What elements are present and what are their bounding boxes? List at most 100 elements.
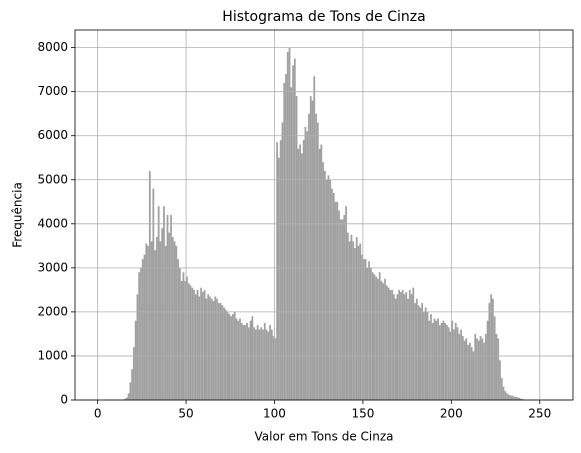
bar [332,192,335,400]
bar [438,325,441,400]
bar [507,394,510,400]
bar [308,113,310,400]
bar [492,298,494,400]
plot-frame [74,29,574,401]
bar [375,276,378,400]
bar [483,342,485,400]
bar [283,82,286,400]
bar [286,52,289,401]
bar [506,393,508,400]
bar [281,122,284,400]
bar [180,281,183,400]
bar [345,206,347,400]
bar [389,289,392,400]
bar [262,329,264,400]
bar [385,285,388,400]
bar [124,398,126,400]
bar [163,206,165,400]
bar [516,397,519,400]
y-tick-label: 2000 [37,304,68,318]
bar [514,396,517,400]
bar [131,369,134,400]
bar [171,237,174,400]
bar [217,303,220,400]
bar [481,338,484,400]
bar [196,289,199,400]
bar [260,327,263,400]
bar [391,289,393,400]
bar [159,241,162,400]
bar [209,296,211,400]
bar [440,322,443,400]
bar [263,322,266,400]
y-axis-label: Frequência [11,182,25,248]
bar [237,320,240,400]
bar [155,237,158,400]
bar [361,254,363,400]
bar [299,144,302,400]
y-tick-label: 5000 [37,172,68,186]
bar [168,232,171,400]
bar [368,261,370,400]
bar [170,215,172,400]
bar [486,320,489,400]
bar [311,100,314,400]
bar [476,338,478,400]
bar [175,245,178,400]
bar [499,360,501,400]
bar [320,144,323,400]
bar [437,318,439,400]
bar [461,336,464,400]
bar [401,289,404,400]
bar [177,259,179,400]
bar [240,322,243,400]
bar [285,74,287,401]
x-tick-label: 100 [263,407,286,421]
bar [201,292,204,400]
bar [301,153,303,400]
bar [495,333,498,400]
bar [417,305,420,400]
bar [465,338,468,400]
bar [189,285,192,400]
y-tick-label: 7000 [37,84,68,98]
bar [184,281,187,400]
y-tick-label: 1000 [37,348,68,362]
bar [205,298,208,400]
bar [350,234,353,400]
bar [490,294,493,400]
bar [256,325,259,400]
bar [232,314,234,400]
bar [249,320,252,400]
bar [129,382,132,400]
bar [145,243,148,400]
bar [247,327,250,400]
bar [191,287,194,400]
bar [331,188,333,400]
bar [369,267,372,400]
bar [338,210,340,400]
bar [239,318,241,400]
bar [194,294,197,400]
bar [497,338,500,400]
bar [435,320,438,400]
bar [186,276,188,400]
bar [272,336,275,400]
bar [467,344,470,400]
bar [276,142,279,401]
bar [214,296,217,400]
bar [488,303,491,400]
bar [384,278,386,400]
bar [500,377,503,400]
bar [147,245,149,400]
bar [290,87,293,400]
x-tick-label: 250 [528,407,551,421]
chart-title: Histograma de Tons de Cinza [222,9,425,25]
bar [469,342,471,400]
x-tick-label: 150 [351,407,374,421]
bar [456,327,459,400]
bar [315,113,317,400]
bar [244,325,247,400]
x-tick-label: 200 [440,407,463,421]
